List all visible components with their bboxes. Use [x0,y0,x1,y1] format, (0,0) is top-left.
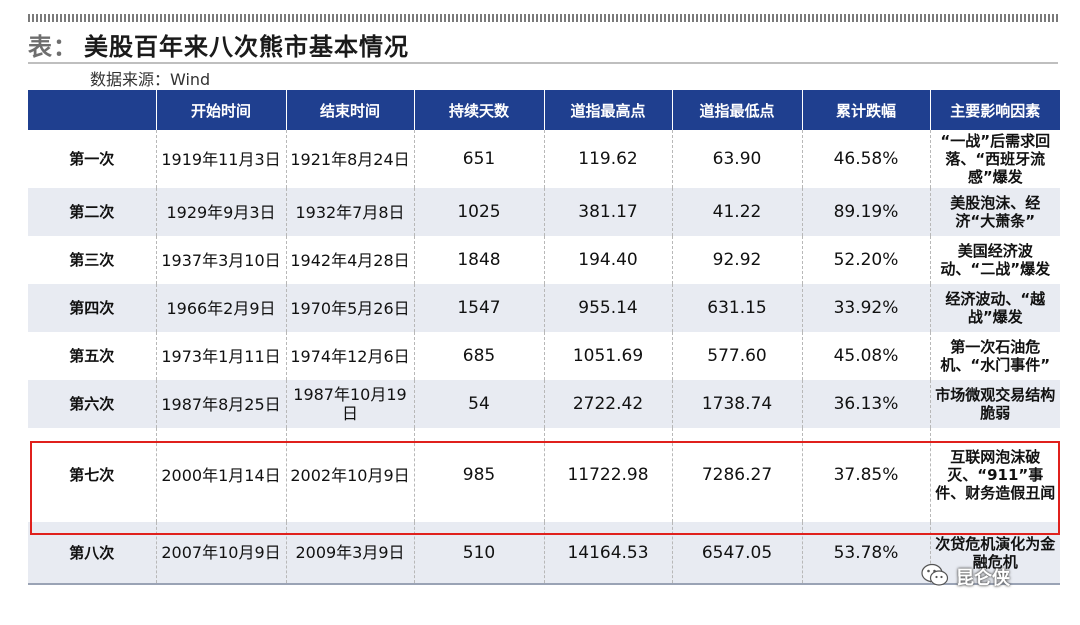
end-date-cell: 1987年10月19日 [285,380,414,428]
start-date-cell: 1937年3月10日 [155,236,286,284]
low-cell: 1738.74 [671,380,802,428]
header-cell-empty [28,90,156,130]
bear-market-table: 开始时间 结束时间 持续天数 道指最高点 道指最低点 累计跌幅 主要影响因素 第… [28,90,1060,585]
table-row: 第三次 1937年3月10日 1942年4月28日 1848 194.40 92… [28,236,1060,284]
drop-cell: 52.20% [801,236,930,284]
days-cell: 1547 [413,284,544,332]
reason-cell: 次贷危机演化为金融危机 [929,522,1060,585]
header-cell-end: 结束时间 [285,90,414,130]
end-date-cell: 1932年7月8日 [285,188,414,236]
table-row: 第八次 2007年10月9日 2009年3月9日 510 14164.53 65… [28,522,1060,585]
end-date-cell: 1942年4月28日 [285,236,414,284]
watermark-text: 昆仑侠 [956,568,1010,589]
drop-cell: 53.78% [801,522,930,585]
header-cell-low: 道指最低点 [671,90,802,130]
title-text: 美股百年来八次熊市基本情况 [84,32,409,61]
row-label: 第六次 [69,395,115,413]
high-cell: 119.62 [543,130,672,188]
high-cell: 1051.69 [543,332,672,380]
header-cell-drop: 累计跌幅 [801,90,930,130]
header-cell-start: 开始时间 [155,90,286,130]
end-date-cell: 2002年10月9日 [285,428,414,522]
days-cell: 510 [413,522,544,585]
reason-cell: 经济波动、“越战”爆发 [929,284,1060,332]
drop-cell: 45.08% [801,332,930,380]
data-source-note: 数据来源：Wind [90,70,211,89]
days-cell: 54 [413,380,544,428]
reason-cell: “一战”后需求回落、“西班牙流感”爆发 [929,130,1060,188]
days-cell: 1848 [413,236,544,284]
table-header-row: 开始时间 结束时间 持续天数 道指最高点 道指最低点 累计跌幅 主要影响因素 [28,90,1060,130]
header-cell-reason: 主要影响因素 [929,90,1060,130]
start-date-cell: 2000年1月14日 [155,428,286,522]
start-date-cell: 2007年10月9日 [155,522,286,585]
drop-cell: 89.19% [801,188,930,236]
row-label: 第四次 [69,299,115,317]
row-label: 第二次 [69,203,115,221]
days-cell: 685 [413,332,544,380]
table-row: 第一次 1919年11月3日 1921年8月24日 651 119.62 63.… [28,130,1060,188]
table-row: 第二次 1929年9月3日 1932年7月8日 1025 381.17 41.2… [28,188,1060,236]
low-cell: 41.22 [671,188,802,236]
table-row-highlighted: 第七次 2000年1月14日 2002年10月9日 985 11722.98 7… [28,428,1060,522]
top-dotted-rule [28,14,1058,22]
start-date-cell: 1973年1月11日 [155,332,286,380]
row-label: 第八次 [28,522,156,585]
low-cell: 631.15 [671,284,802,332]
drop-cell: 33.92% [801,284,930,332]
low-cell: 7286.27 [671,428,802,522]
title-prefix: 表： [28,32,78,61]
low-cell: 92.92 [671,236,802,284]
watermark: 昆仑侠 [920,562,1010,592]
low-cell: 577.60 [671,332,802,380]
table-row: 第四次 1966年2月9日 1970年5月26日 1547 955.14 631… [28,284,1060,332]
start-date-cell: 1987年8月25日 [155,380,286,428]
reason-cell: 市场微观交易结构脆弱 [929,380,1060,428]
table-title: 表： 美股百年来八次熊市基本情况 [28,26,409,62]
start-date-cell: 1919年11月3日 [155,130,286,188]
end-date-cell: 1970年5月26日 [285,284,414,332]
drop-cell: 36.13% [801,380,930,428]
high-cell: 14164.53 [543,522,672,585]
header-cell-days: 持续天数 [413,90,544,130]
table-row: 第五次 1973年1月11日 1974年12月6日 685 1051.69 57… [28,332,1060,380]
reason-cell: 互联网泡沫破灭、“911”事件、财务造假丑闻 [929,428,1060,522]
end-date-cell: 2009年3月9日 [285,522,414,585]
days-cell: 1025 [413,188,544,236]
row-label: 第一次 [69,150,115,168]
row-label: 第七次 [69,466,115,484]
row-label: 第五次 [69,347,115,365]
high-cell: 11722.98 [543,428,672,522]
header-cell-high: 道指最高点 [543,90,672,130]
drop-cell: 46.58% [801,130,930,188]
wechat-icon [920,562,950,592]
reason-cell: 美国经济波动、“二战”爆发 [929,236,1060,284]
low-cell: 63.90 [671,130,802,188]
end-date-cell: 1974年12月6日 [285,332,414,380]
table-row: 第六次 1987年8月25日 1987年10月19日 54 2722.42 17… [28,380,1060,428]
start-date-cell: 1929年9月3日 [155,188,286,236]
end-date-cell: 1921年8月24日 [285,130,414,188]
reason-cell: 美股泡沫、经济“大萧条” [929,188,1060,236]
days-cell: 985 [413,428,544,522]
high-cell: 2722.42 [543,380,672,428]
row-label: 第三次 [69,251,115,269]
drop-cell: 37.85% [801,428,930,522]
start-date-cell: 1966年2月9日 [155,284,286,332]
days-cell: 651 [413,130,544,188]
high-cell: 194.40 [543,236,672,284]
low-cell: 6547.05 [671,522,802,585]
high-cell: 381.17 [543,188,672,236]
high-cell: 955.14 [543,284,672,332]
reason-cell: 第一次石油危机、“水门事件” [929,332,1060,380]
title-divider [28,62,1058,64]
